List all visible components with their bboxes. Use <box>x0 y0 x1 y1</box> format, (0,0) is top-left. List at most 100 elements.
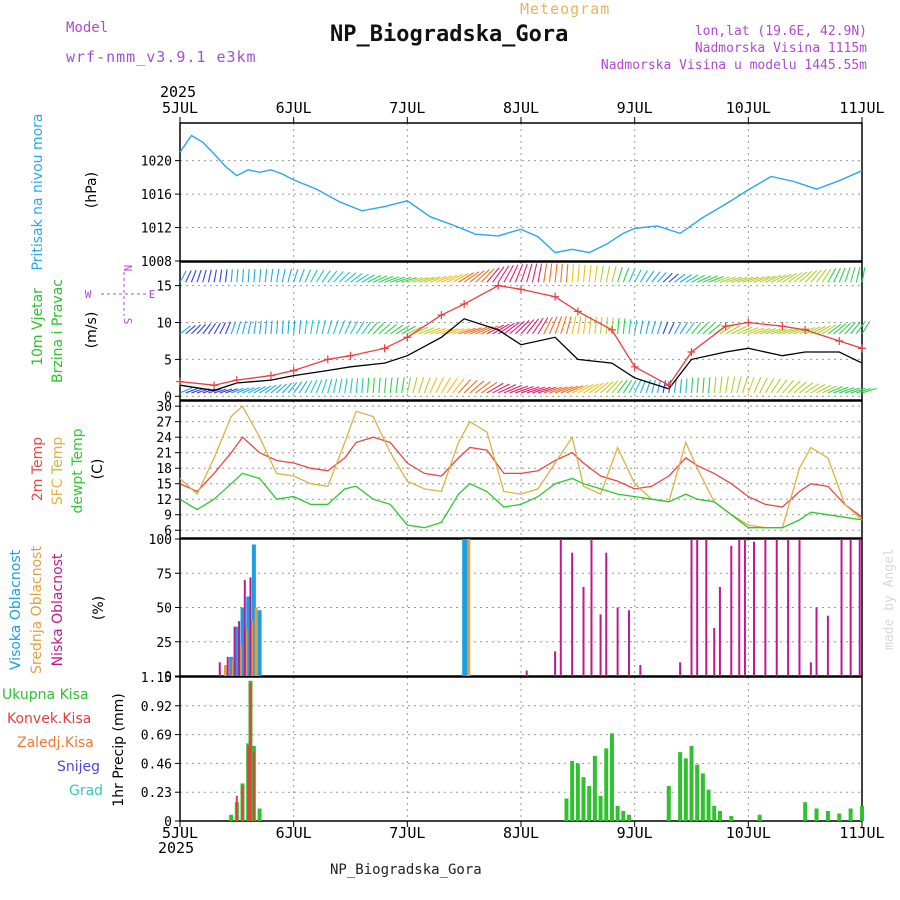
y-tick-label: 15 <box>156 478 172 493</box>
wind-barb <box>725 325 741 335</box>
cloud-low-bar <box>571 552 574 676</box>
cloud-mid-bar <box>250 621 254 676</box>
wind-barb <box>543 316 553 335</box>
wind-gust-line <box>179 318 863 392</box>
wind-barb <box>446 328 465 335</box>
wind-barb <box>406 377 412 394</box>
wind-barb <box>577 316 582 334</box>
precip-total-bar <box>712 805 717 821</box>
wind-barb <box>202 323 212 335</box>
wind-dir-south: S <box>121 318 134 325</box>
wind-barb <box>532 386 551 394</box>
wind-barb <box>617 318 620 334</box>
wind-barb <box>583 383 599 394</box>
sfc-temp-line <box>179 405 863 529</box>
wind-barb <box>281 320 284 334</box>
wind-barb <box>611 266 617 283</box>
wind-barb <box>407 326 422 335</box>
wind-barb <box>418 327 435 335</box>
wind-barb <box>196 269 202 283</box>
cloud-high-bar <box>229 656 234 676</box>
wind-barb <box>850 321 861 335</box>
wind-barb <box>520 263 528 283</box>
wind-barb <box>287 268 292 283</box>
wind-barb <box>207 269 212 283</box>
precip-total-bar <box>848 808 853 821</box>
wind-barb <box>253 386 266 394</box>
wind-barb <box>185 270 192 283</box>
y-tick-label: 0 <box>164 390 172 405</box>
wind-barb <box>617 266 623 283</box>
wind-barb <box>702 322 715 335</box>
temp-axis-unit: (C) <box>90 459 106 480</box>
y-tick-label: 1008 <box>141 255 172 270</box>
bottom-year-label: 2025 <box>158 839 194 857</box>
wind-barb <box>350 272 363 283</box>
precip-total-bar <box>257 808 262 821</box>
wind-barb <box>310 319 314 334</box>
wind-barb <box>321 319 326 335</box>
wind-barb <box>281 382 293 394</box>
cloud-low-bar <box>718 586 721 676</box>
wind-barb <box>418 276 435 283</box>
wind-barb <box>736 326 753 335</box>
wind-speed-marker <box>460 300 469 309</box>
wind-barb <box>748 276 765 283</box>
wind-barb <box>389 324 404 335</box>
precip-total-bar <box>678 752 683 821</box>
wind-barb <box>401 377 405 394</box>
wind-barb <box>361 274 376 283</box>
cloud-low-bar <box>764 539 767 676</box>
wind-barb <box>423 377 431 394</box>
wind-barb <box>594 316 597 334</box>
y-tick-label: 0 <box>164 815 172 830</box>
wind-barb <box>639 379 647 394</box>
pressure-axis-title: Pritisak na nivou mora <box>30 113 46 270</box>
wind-barb <box>753 327 771 335</box>
wind-barb <box>571 316 577 335</box>
precip-conv-bar <box>241 785 244 821</box>
wind-barb <box>503 384 523 394</box>
precip-total-bar <box>837 813 842 821</box>
wind-barb <box>270 384 282 394</box>
wind-speed-marker <box>346 351 355 360</box>
wind-barb <box>355 321 365 335</box>
y-tick-label: 30 <box>156 400 172 415</box>
wind-barb <box>816 384 832 394</box>
wind-barb <box>827 268 837 283</box>
wind-speed-marker <box>494 281 503 290</box>
wind-barb <box>236 321 242 335</box>
wind-barb <box>469 270 485 283</box>
wind-barb <box>634 269 642 283</box>
wind-barb <box>344 320 352 335</box>
panel-frame-clouds <box>179 538 863 677</box>
wind-barb <box>372 377 375 393</box>
wind-axis-subtitle: Brzina i Pravac <box>50 279 66 383</box>
wind-barb <box>605 380 619 394</box>
wind-barb <box>259 268 262 283</box>
cloud-mid-bar <box>231 659 235 676</box>
precip-total-bar <box>700 773 705 821</box>
bottom-date-label: 5JUL <box>162 824 198 842</box>
wind-barb <box>560 263 563 283</box>
wind-barb <box>634 319 638 334</box>
precip-total-bar <box>564 798 569 821</box>
wind-barb <box>526 386 546 394</box>
wind-barb <box>719 276 736 283</box>
y-tick-label: 25 <box>156 636 172 651</box>
wind-barb <box>708 276 724 283</box>
wind-barb <box>554 263 558 283</box>
wind-barb <box>463 327 482 335</box>
y-tick-label: 0.46 <box>141 757 172 772</box>
wind-speed-marker <box>664 381 673 390</box>
cloud-low-bar <box>226 656 229 676</box>
wind-barb <box>565 316 572 335</box>
precip-total-bar <box>729 815 734 821</box>
wind-barb <box>315 269 325 283</box>
wind-barb <box>344 378 348 394</box>
y-tick-label: 21 <box>156 447 172 462</box>
wind-barb <box>395 377 399 394</box>
model-label: Model <box>66 20 109 36</box>
wind-barb <box>179 270 187 283</box>
wind-barb <box>708 323 722 335</box>
